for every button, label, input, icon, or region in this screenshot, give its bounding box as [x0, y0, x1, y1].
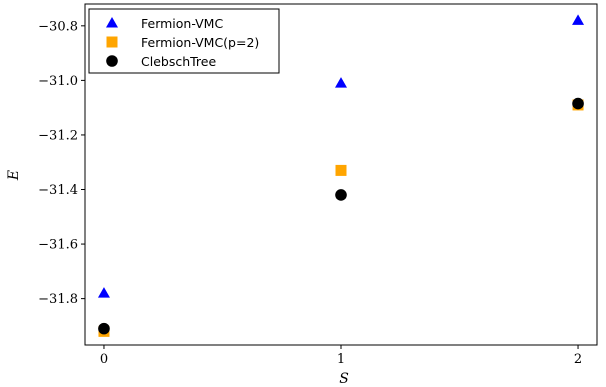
x-tick-label: 1 [337, 352, 345, 367]
x-tick-label: 0 [100, 352, 108, 367]
y-tick-label: −31.0 [38, 74, 78, 89]
point-fermion-vmc-1 [335, 77, 347, 88]
legend-label-fermion-vmc: Fermion-VMC [141, 16, 223, 31]
y-tick-label: −31.2 [38, 128, 78, 143]
legend: Fermion-VMC Fermion-VMC(p=2) ClebschTree [88, 8, 280, 74]
x-axis-label: S [339, 371, 349, 387]
legend-label-fermion-vmc-p2: Fermion-VMC(p=2) [141, 35, 259, 50]
x-tick-label: 2 [574, 352, 582, 367]
legend-frame [88, 8, 280, 74]
point-clebschtree-0 [98, 322, 110, 335]
y-axis-label: E [6, 170, 22, 181]
legend-marker-fermion-vmc [106, 17, 118, 28]
point-clebschtree-1 [335, 189, 347, 201]
legend-marker-clebschtree [106, 55, 118, 67]
point-fermion-vmc-2 [572, 14, 585, 25]
y-tick-label: −31.4 [38, 183, 78, 198]
y-tick-label: −31.8 [38, 292, 78, 307]
point-fermion-vmc-p2-1 [335, 164, 347, 176]
data-points [97, 14, 585, 337]
y-tick-label: −30.8 [38, 19, 78, 34]
point-clebschtree-2 [572, 97, 584, 110]
y-tick-label: −31.6 [38, 238, 78, 253]
point-fermion-vmc-0 [97, 287, 110, 298]
legend-label-clebschtree: ClebschTree [141, 54, 216, 69]
axis-ticks: 0 1 2 −31.8 −31.6 −31.4 −31.2 −31.0 −30.8 [38, 19, 582, 367]
legend-marker-fermion-vmc-p2 [106, 36, 118, 48]
